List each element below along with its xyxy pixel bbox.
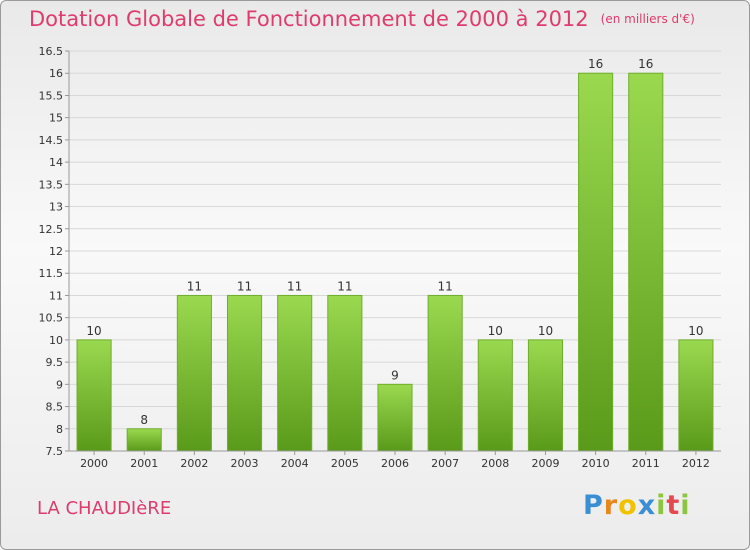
y-tick-label: 14.5: [39, 134, 64, 147]
bar-value-label: 10: [688, 324, 703, 338]
bars: [76, 72, 714, 452]
x-tick-label: 2004: [281, 457, 309, 470]
x-tick-label: 2010: [582, 457, 610, 470]
bar-value-label: 10: [538, 324, 553, 338]
x-tick-label: 2005: [331, 457, 359, 470]
bar: [126, 428, 162, 452]
y-tick-label: 8.5: [46, 401, 64, 414]
bar-value-label: 11: [337, 279, 352, 293]
y-tick-label: 12: [49, 245, 63, 258]
bar-value-label: 8: [140, 413, 148, 427]
bar-value-label: 10: [86, 324, 101, 338]
bar: [377, 383, 413, 452]
bar-value-label: 9: [391, 368, 399, 382]
bar: [477, 339, 513, 452]
bar: [427, 294, 463, 452]
x-tick-label: 2003: [231, 457, 259, 470]
bar: [226, 294, 263, 452]
y-tick-label: 9.5: [46, 356, 64, 369]
x-tick-label: 2007: [431, 457, 459, 470]
x-tick-label: 2002: [180, 457, 208, 470]
y-tick-label: 16: [49, 67, 63, 80]
y-tick-label: 8: [56, 423, 63, 436]
bar-value-label: 10: [488, 324, 503, 338]
x-tick-label: 2006: [381, 457, 409, 470]
y-tick-label: 16.5: [39, 45, 64, 58]
y-tick-label: 11: [49, 289, 63, 302]
bar: [76, 339, 112, 452]
city-name: LA CHAUDIèRE: [37, 498, 172, 519]
bar-value-label: 11: [438, 279, 453, 293]
bar: [678, 339, 714, 452]
bar: [327, 294, 363, 452]
x-tick-label: 2008: [481, 457, 509, 470]
chart-unit: (en milliers d'€): [600, 12, 695, 26]
y-tick-label: 15: [49, 112, 63, 125]
y-tick-label: 15.5: [39, 89, 64, 102]
bar-value-label: 11: [237, 279, 252, 293]
x-tick-label: 2011: [632, 457, 660, 470]
y-tick-label: 13.5: [39, 178, 64, 191]
chart-title: Dotation Globale de Fonctionnement de 20…: [29, 7, 695, 31]
x-tick-label: 2009: [531, 457, 559, 470]
axes: [65, 50, 721, 455]
x-tick-label: 2012: [682, 457, 710, 470]
y-tick-label: 10: [49, 334, 63, 347]
chart-title-text: Dotation Globale de Fonctionnement de 20…: [29, 7, 589, 31]
proxiti-logo: Proxiti: [583, 490, 691, 521]
y-tick-label: 12.5: [39, 223, 64, 236]
bar-value-label: 11: [287, 279, 302, 293]
bar: [628, 72, 664, 452]
y-tick-label: 10.5: [39, 312, 64, 325]
bar: [527, 339, 564, 452]
x-tick-label: 2001: [130, 457, 158, 470]
bar: [578, 72, 614, 452]
labels: 7.5 8 8.5 9 9.5 10 10.5 11 11.5 12 12.5 13 13.5 14 14.…: [39, 45, 710, 470]
bar-value-label: 16: [638, 57, 653, 71]
bar: [176, 294, 212, 452]
y-tick-label: 7.5: [46, 445, 64, 458]
y-tick-label: 14: [49, 156, 63, 169]
y-tick-label: 11.5: [39, 267, 64, 280]
bar-value-label: 16: [588, 57, 603, 71]
y-tick-label: 13: [49, 201, 63, 214]
x-tick-label: 2000: [80, 457, 108, 470]
bar-value-label: 11: [187, 279, 202, 293]
y-tick-label: 9: [56, 378, 63, 391]
bar: [277, 294, 313, 452]
